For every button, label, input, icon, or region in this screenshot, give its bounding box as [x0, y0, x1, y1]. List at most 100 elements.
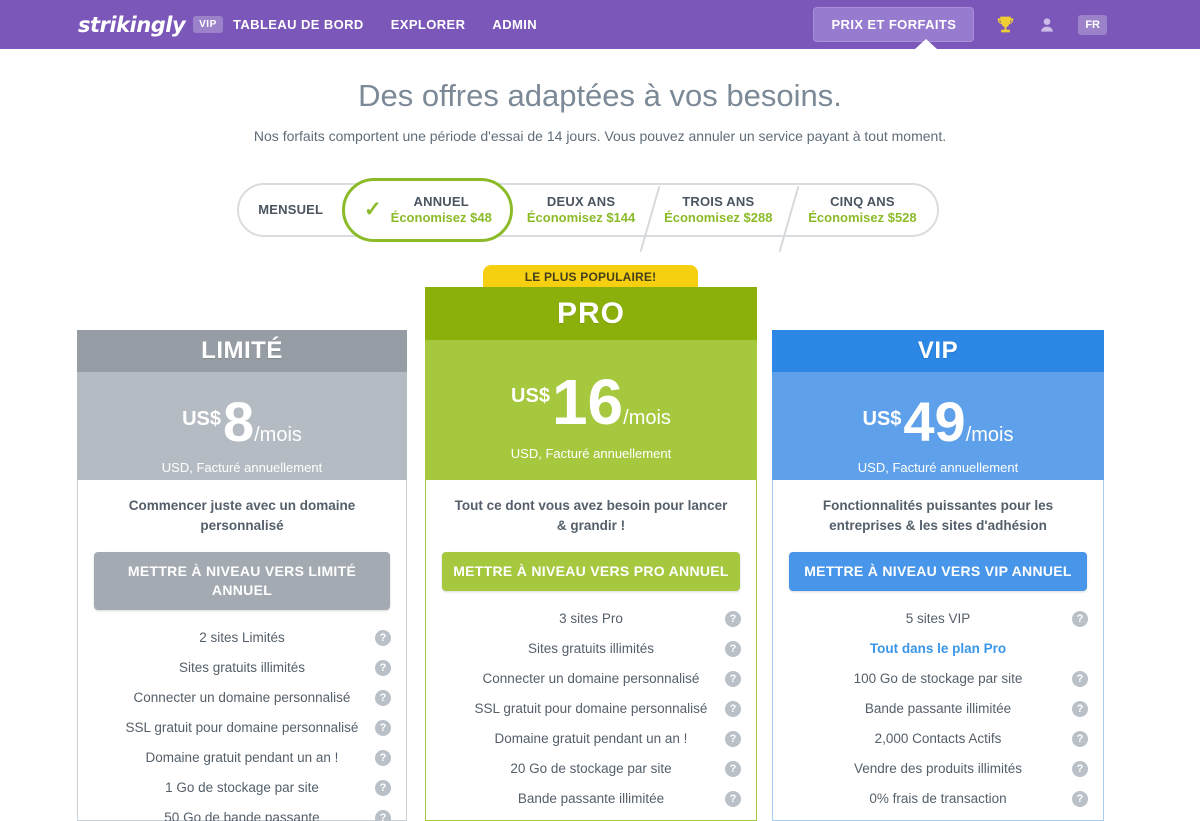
- feature-row: Vendre des produits illimités?: [773, 754, 1103, 784]
- billing-note: USD, Facturé annuellement: [857, 460, 1019, 475]
- help-icon[interactable]: ?: [375, 659, 391, 676]
- help-icon[interactable]: ?: [1072, 790, 1088, 807]
- plan-card-pro: PRO US$ 16 /mois USD, Facturé annuelleme…: [425, 287, 757, 821]
- help-icon[interactable]: ?: [725, 790, 741, 807]
- feature-row: 1 Go de stockage par site?: [78, 773, 406, 803]
- help-icon[interactable]: ?: [375, 809, 391, 821]
- plan-name: LIMITÉ: [77, 330, 407, 372]
- nav-item-dashboard[interactable]: TABLEAU DE BORD: [233, 17, 364, 32]
- billing-note: USD, Facturé annuellement: [510, 446, 672, 461]
- plan-card-body: Fonctionnalités puissantes pour les entr…: [772, 480, 1104, 821]
- page-subtitle: Nos forfaits comportent une période d'es…: [253, 128, 947, 144]
- help-icon[interactable]: ?: [1072, 670, 1088, 687]
- billing-option-five-years[interactable]: CINQ ANS Économisez $528: [788, 194, 937, 225]
- billing-option-three-years[interactable]: TROIS ANS Économisez $288: [649, 194, 788, 225]
- language-selector[interactable]: FR: [1078, 14, 1107, 35]
- price-period: /mois: [623, 407, 671, 429]
- pricing-plans-button[interactable]: PRIX ET FORFAITS: [813, 7, 975, 42]
- savings-label: Économisez $528: [808, 210, 917, 225]
- plan-description: Tout ce dont vous avez besoin pour lance…: [454, 498, 728, 533]
- feature-list: 3 sites Pro? Sites gratuits illimités? C…: [426, 604, 756, 814]
- upgrade-limite-button[interactable]: METTRE À NIVEAU VERS LIMITÉ ANNUEL: [94, 552, 390, 610]
- most-popular-banner: LE PLUS POPULAIRE!: [483, 265, 698, 288]
- feature-row: 100 Go de stockage par site?: [773, 664, 1103, 694]
- help-icon[interactable]: ?: [725, 760, 741, 777]
- feature-row: SSL gratuit pour domaine personnalisé?: [78, 713, 406, 743]
- logo-group[interactable]: strikingly VIP: [78, 0, 223, 49]
- plan-name: VIP: [772, 330, 1104, 372]
- help-icon[interactable]: ?: [375, 629, 391, 646]
- billing-period-selector: MENSUEL ✓ ANNUEL Économisez $48 DEUX ANS…: [237, 178, 939, 242]
- help-icon[interactable]: ?: [1072, 700, 1088, 717]
- feature-row: Connecter un domaine personnalisé?: [78, 683, 406, 713]
- feature-row: Bande passante illimitée?: [426, 784, 756, 814]
- feature-list: 5 sites VIP? Tout dans le plan Pro 100 G…: [773, 604, 1103, 814]
- currency-label: US$: [511, 385, 550, 407]
- plan-name: PRO: [425, 287, 757, 340]
- price-value: 49: [903, 390, 966, 453]
- plan-card-body: Tout ce dont vous avez besoin pour lance…: [425, 480, 757, 821]
- help-icon[interactable]: ?: [375, 749, 391, 766]
- navbar: strikingly VIP TABLEAU DE BORD EXPLORER …: [0, 0, 1200, 49]
- feature-row: SSL gratuit pour domaine personnalisé?: [426, 694, 756, 724]
- plan-card-limite: LIMITÉ US$ 8 /mois USD, Facturé annuelle…: [77, 330, 407, 821]
- price-period: /mois: [965, 424, 1014, 446]
- feature-row: 20 Go de stockage par site?: [426, 754, 756, 784]
- billing-note: USD, Facturé annuellement: [161, 460, 323, 475]
- currency-label: US$: [182, 408, 221, 430]
- vip-plan-badge: VIP: [193, 16, 223, 33]
- active-tab-caret: [915, 39, 937, 49]
- help-icon[interactable]: ?: [725, 610, 741, 627]
- savings-label: Économisez $144: [526, 210, 636, 225]
- plan-price-area: US$ 16 /mois USD, Facturé annuellement: [425, 340, 757, 480]
- billing-option-annual-selected[interactable]: ✓ ANNUEL Économisez $48: [342, 178, 514, 242]
- plan-description: Commencer juste avec un domaine personna…: [128, 498, 356, 533]
- feature-list: 2 sites Limités? Sites gratuits illimité…: [78, 623, 406, 821]
- nav-menu: TABLEAU DE BORD EXPLORER ADMIN: [233, 0, 537, 49]
- check-icon: ✓: [364, 198, 382, 222]
- feature-row: Sites gratuits illimités?: [78, 653, 406, 683]
- feature-row: Connecter un domaine personnalisé?: [426, 664, 756, 694]
- plan-price-area: US$ 49 /mois USD, Facturé annuellement: [772, 372, 1104, 480]
- feature-row: 50 Go de bande passante?: [78, 803, 406, 821]
- help-icon[interactable]: ?: [375, 689, 391, 706]
- savings-label: Économisez $48: [390, 210, 492, 225]
- help-icon[interactable]: ?: [375, 779, 391, 796]
- help-icon[interactable]: ?: [1072, 730, 1088, 747]
- billing-option-two-years[interactable]: DEUX ANS Économisez $144: [513, 194, 648, 225]
- plan-card-vip: VIP US$ 49 /mois USD, Facturé annuelleme…: [772, 330, 1104, 821]
- feature-row: 2,000 Contacts Actifs?: [773, 724, 1103, 754]
- plan-description: Fonctionnalités puissantes pour les entr…: [822, 498, 1054, 533]
- feature-row: Sites gratuits illimités?: [426, 634, 756, 664]
- upgrade-vip-button[interactable]: METTRE À NIVEAU VERS VIP ANNUEL: [789, 552, 1087, 591]
- feature-row: Domaine gratuit pendant un an !?: [426, 724, 756, 754]
- feature-row: 0% frais de transaction?: [773, 784, 1103, 814]
- help-icon[interactable]: ?: [725, 730, 741, 747]
- price-value: 8: [222, 390, 255, 453]
- help-icon[interactable]: ?: [375, 719, 391, 736]
- page-title: Des offres adaptées à vos besoins.: [358, 78, 842, 113]
- feature-row: 5 sites VIP?: [773, 604, 1103, 634]
- feature-row: Bande passante illimitée?: [773, 694, 1103, 724]
- savings-label: Économisez $288: [664, 210, 773, 225]
- help-icon[interactable]: ?: [1072, 610, 1088, 627]
- nav-item-explore[interactable]: EXPLORER: [390, 17, 466, 32]
- price-period: /mois: [254, 424, 302, 446]
- feature-row: 2 sites Limités?: [78, 623, 406, 653]
- help-icon[interactable]: ?: [725, 670, 741, 687]
- user-icon[interactable]: [1037, 15, 1057, 35]
- currency-label: US$: [862, 408, 902, 430]
- upgrade-pro-button[interactable]: METTRE À NIVEAU VERS PRO ANNUEL: [442, 552, 740, 591]
- nav-item-admin[interactable]: ADMIN: [492, 17, 538, 32]
- help-icon[interactable]: ?: [725, 700, 741, 717]
- feature-link-all-pro[interactable]: Tout dans le plan Pro: [869, 640, 1007, 656]
- billing-option-monthly[interactable]: MENSUEL: [258, 202, 324, 218]
- strikingly-logo[interactable]: strikingly: [78, 12, 186, 37]
- trophy-icon[interactable]: [995, 14, 1016, 35]
- help-icon[interactable]: ?: [1072, 760, 1088, 777]
- feature-row: 3 sites Pro?: [426, 604, 756, 634]
- help-icon[interactable]: ?: [725, 640, 741, 657]
- price-value: 16: [551, 366, 624, 438]
- nav-right-cluster: PRIX ET FORFAITS FR: [813, 0, 1107, 49]
